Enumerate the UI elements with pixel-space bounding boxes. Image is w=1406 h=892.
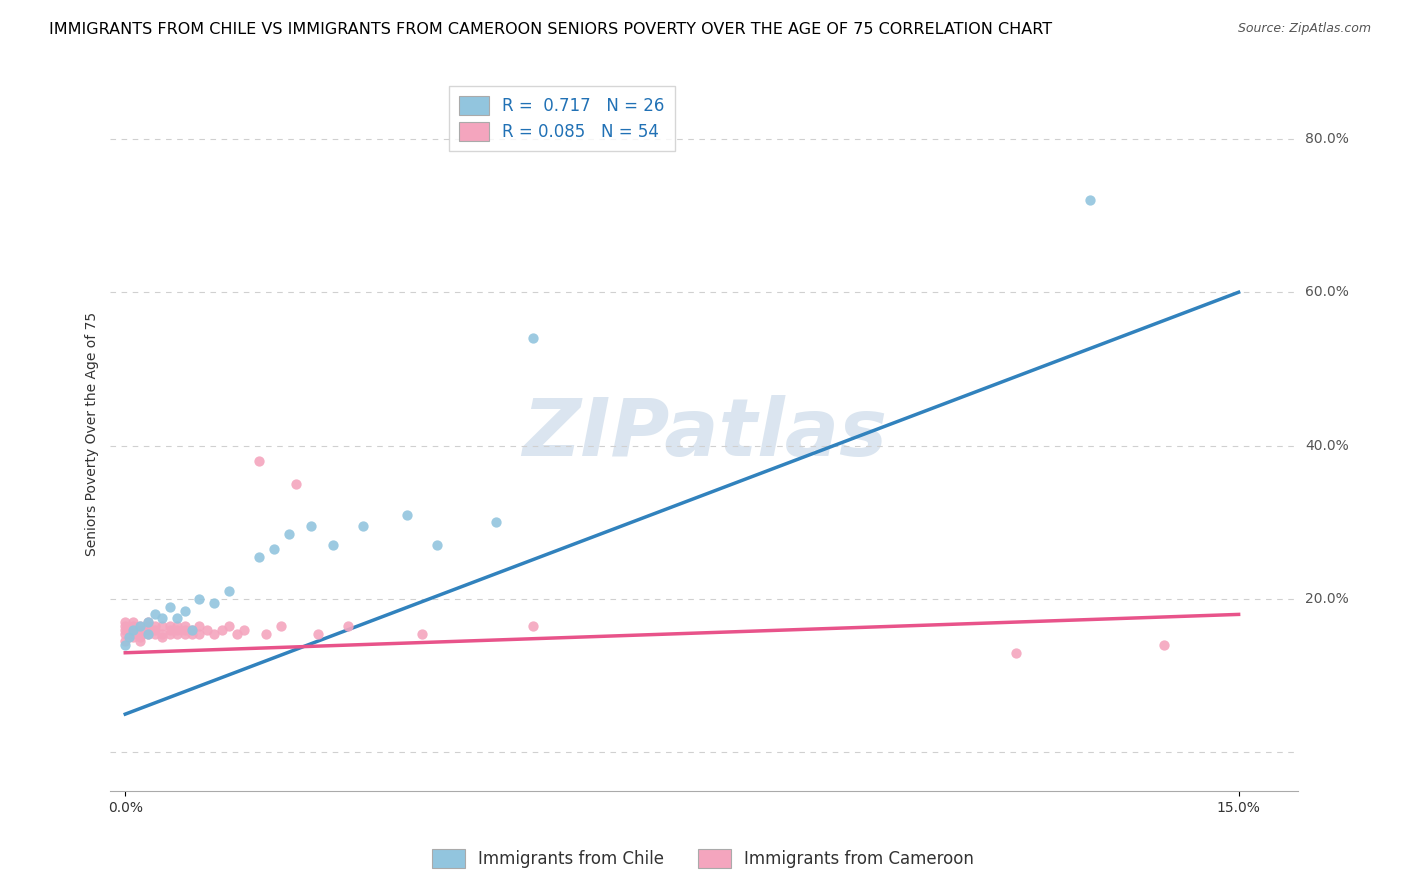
Point: [181, 626, 204, 640]
Point: [1078, 193, 1101, 207]
Point: [114, 638, 136, 652]
Point: [285, 477, 308, 491]
Point: [1153, 638, 1175, 652]
Point: [188, 619, 211, 633]
Point: [121, 623, 143, 637]
Text: 60.0%: 60.0%: [1305, 285, 1348, 299]
Point: [247, 549, 270, 564]
Point: [114, 619, 136, 633]
Point: [195, 623, 218, 637]
Text: Source: ZipAtlas.com: Source: ZipAtlas.com: [1237, 22, 1371, 36]
Point: [188, 626, 211, 640]
Point: [211, 623, 233, 637]
Point: [118, 631, 141, 645]
Point: [173, 623, 195, 637]
Point: [336, 619, 359, 633]
Point: [129, 626, 152, 640]
Point: [129, 634, 152, 648]
Point: [129, 619, 152, 633]
Point: [114, 626, 136, 640]
Y-axis label: Seniors Poverty Over the Age of 75: Seniors Poverty Over the Age of 75: [86, 312, 100, 557]
Point: [129, 631, 152, 645]
Point: [121, 631, 143, 645]
Point: [173, 626, 195, 640]
Point: [263, 542, 285, 557]
Point: [159, 599, 181, 614]
Point: [233, 623, 256, 637]
Point: [522, 619, 544, 633]
Point: [173, 619, 195, 633]
Point: [522, 331, 544, 345]
Point: [114, 623, 136, 637]
Point: [270, 619, 292, 633]
Point: [129, 619, 152, 633]
Point: [136, 626, 159, 640]
Point: [1005, 646, 1028, 660]
Point: [150, 619, 173, 633]
Point: [143, 623, 166, 637]
Point: [307, 626, 329, 640]
Point: [143, 607, 166, 622]
Point: [121, 619, 143, 633]
Point: [136, 615, 159, 629]
Point: [181, 623, 204, 637]
Point: [143, 626, 166, 640]
Point: [136, 615, 159, 629]
Point: [202, 626, 225, 640]
Point: [247, 454, 270, 468]
Point: [254, 626, 277, 640]
Point: [166, 619, 188, 633]
Point: [166, 611, 188, 625]
Point: [202, 596, 225, 610]
Point: [129, 623, 152, 637]
Point: [299, 519, 322, 533]
Point: [136, 619, 159, 633]
Point: [150, 626, 173, 640]
Point: [225, 626, 247, 640]
Point: [121, 623, 143, 637]
Point: [114, 615, 136, 629]
Legend: Immigrants from Chile, Immigrants from Cameroon: Immigrants from Chile, Immigrants from C…: [425, 842, 981, 875]
Point: [218, 619, 240, 633]
Point: [121, 626, 143, 640]
Point: [166, 623, 188, 637]
Point: [121, 615, 143, 629]
Point: [218, 584, 240, 599]
Point: [159, 626, 181, 640]
Point: [159, 623, 181, 637]
Point: [143, 619, 166, 633]
Point: [150, 611, 173, 625]
Point: [136, 623, 159, 637]
Legend: R =  0.717   N = 26, R = 0.085   N = 54: R = 0.717 N = 26, R = 0.085 N = 54: [449, 86, 675, 151]
Point: [396, 508, 419, 522]
Point: [352, 519, 374, 533]
Text: IMMIGRANTS FROM CHILE VS IMMIGRANTS FROM CAMEROON SENIORS POVERTY OVER THE AGE O: IMMIGRANTS FROM CHILE VS IMMIGRANTS FROM…: [49, 22, 1052, 37]
Point: [114, 634, 136, 648]
Point: [181, 623, 204, 637]
Point: [485, 516, 508, 530]
Point: [166, 626, 188, 640]
Text: ZIPatlas: ZIPatlas: [522, 395, 887, 473]
Point: [173, 603, 195, 617]
Point: [322, 538, 344, 552]
Point: [150, 631, 173, 645]
Text: 20.0%: 20.0%: [1305, 592, 1348, 606]
Point: [411, 626, 433, 640]
Point: [136, 626, 159, 640]
Point: [159, 619, 181, 633]
Point: [426, 538, 449, 552]
Point: [188, 592, 211, 607]
Text: 40.0%: 40.0%: [1305, 439, 1348, 452]
Text: 80.0%: 80.0%: [1305, 132, 1348, 145]
Point: [277, 526, 299, 541]
